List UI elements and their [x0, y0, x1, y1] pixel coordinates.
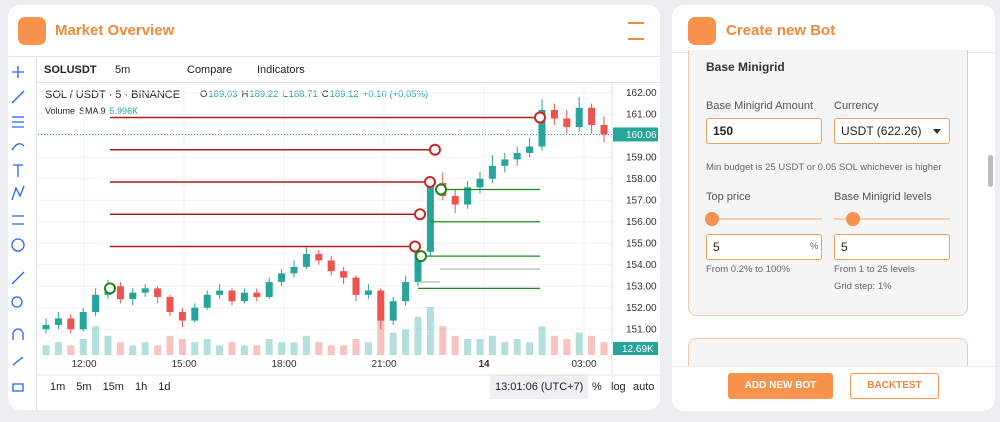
- ohlc-key: L: [282, 89, 288, 100]
- scrollbar: [988, 155, 993, 187]
- settings-button[interactable]: [628, 22, 644, 40]
- section-title: Base Minigrid: [706, 60, 785, 74]
- dropdown-arrow: [933, 129, 941, 138]
- log[interactable]: log: [611, 381, 626, 393]
- currency-label: Currency: [834, 100, 879, 112]
- ohlc-key: O: [200, 89, 208, 100]
- top-price-input[interactable]: 5: [706, 234, 822, 260]
- top-price-unit: %: [810, 241, 819, 252]
- minigrid-panel: [688, 50, 968, 316]
- amount-input[interactable]: 150: [706, 118, 822, 144]
- interval-button[interactable]: 1h: [134, 381, 148, 393]
- symbol[interactable]: SOLUSDT: [44, 64, 97, 76]
- bot-icon: [688, 17, 716, 45]
- currency-select[interactable]: USDT (622.26): [834, 118, 950, 144]
- compare[interactable]: Compare: [187, 64, 233, 76]
- auto[interactable]: auto: [633, 381, 655, 393]
- market-card: [8, 5, 660, 410]
- footer: [672, 366, 995, 411]
- ohlc: O 189.03 H 189.22 L 188.71 C 189.12 +0.10 (+0.05…: [200, 89, 428, 100]
- amount-label: Base Minigrid Amount: [706, 100, 813, 112]
- clock: 13:01:06 (UTC+7): [490, 375, 589, 399]
- ohlc-value: 188.71: [288, 89, 318, 100]
- slider-thumb[interactable]: [705, 212, 719, 226]
- add-bot-button[interactable]: ADD NEW BOT: [728, 373, 833, 399]
- budget-note: Min budget is 25 USDT or 0.05 SOL whiche…: [706, 162, 942, 173]
- ohlc-value: 189.03: [208, 89, 238, 100]
- levels-hint: From 1 to 25 levels: [834, 264, 915, 275]
- volume-legend: Volume SMA 9 5.996K: [45, 106, 138, 116]
- volume-label: Volume: [45, 106, 76, 116]
- market-icon: [18, 17, 46, 45]
- grid-step: Grid step: 1%: [834, 281, 892, 292]
- divider: [8, 56, 660, 57]
- indicators[interactable]: Indicators: [257, 64, 305, 76]
- interval-button[interactable]: 15m: [102, 381, 124, 393]
- pair: SOL / USDT · 5 · BINANCE: [45, 89, 181, 101]
- interval[interactable]: 5m: [115, 64, 131, 76]
- levels-label: Base Minigrid levels: [834, 191, 932, 203]
- backtest-button[interactable]: BACKTEST: [850, 373, 939, 399]
- percent[interactable]: %: [592, 381, 602, 393]
- ohlc-value: 189.22: [249, 89, 279, 100]
- levels-input[interactable]: 5: [834, 234, 950, 260]
- sma-value: 5.996K: [109, 106, 139, 116]
- ohlc-value: 189.12: [329, 89, 359, 100]
- top-price-hint: From 0.2% to 100%: [706, 264, 790, 275]
- sma-label: SMA 9: [79, 106, 106, 116]
- divider: [36, 82, 660, 83]
- ohlc-key: H: [241, 89, 249, 100]
- interval-button[interactable]: 1m: [50, 381, 66, 393]
- market-title: Market Overview: [55, 22, 175, 39]
- interval-list: 1m 5m 15m 1h 1d: [50, 381, 170, 393]
- interval-button[interactable]: 1d: [158, 381, 171, 393]
- bot-title: Create new Bot: [726, 22, 836, 39]
- divider: [36, 57, 37, 410]
- slider-track: [834, 218, 950, 220]
- ohlc-key: C: [321, 89, 329, 100]
- top-price-label: Top price: [706, 191, 751, 203]
- ohlc-change: +0.10 (+0.05%): [362, 89, 429, 100]
- slider-thumb[interactable]: [846, 212, 860, 226]
- slider-track: [706, 218, 822, 220]
- interval-button[interactable]: 5m: [76, 381, 92, 393]
